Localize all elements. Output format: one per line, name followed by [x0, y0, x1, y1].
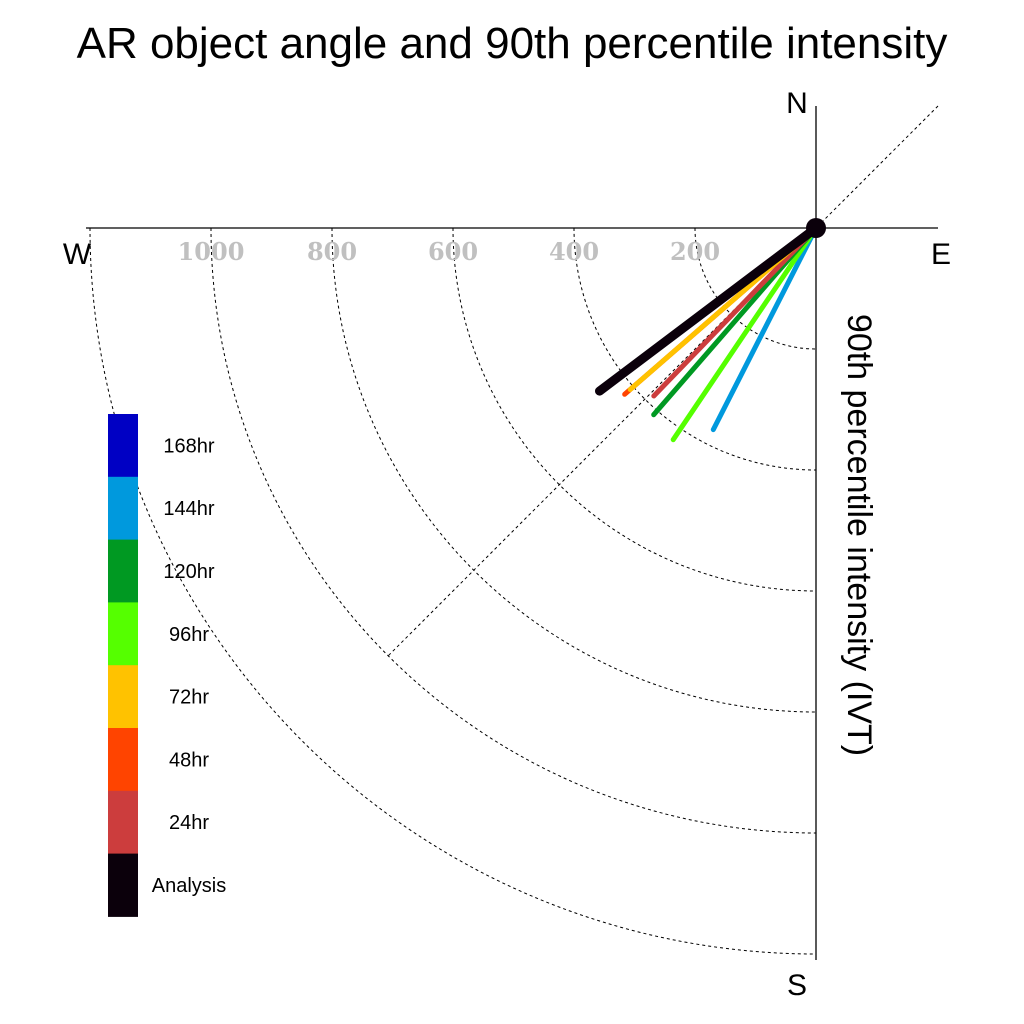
- legend-swatch: [108, 602, 138, 666]
- radial-rings: [89, 227, 817, 955]
- direction-south: S: [787, 969, 807, 1002]
- legend-label: 168hr: [163, 435, 214, 457]
- legend-swatch: [108, 414, 138, 478]
- vector-96hr: [670, 225, 819, 443]
- legend-label: 72hr: [169, 687, 209, 709]
- vector-series: [595, 223, 821, 443]
- legend-label: 120hr: [163, 561, 214, 583]
- direction-north: N: [786, 87, 808, 120]
- radial-tick-label: 600: [428, 237, 478, 266]
- chart-title: AR object angle and 90th percentile inte…: [77, 19, 948, 68]
- legend-label: 144hr: [163, 498, 214, 520]
- legend-label: 48hr: [169, 749, 209, 771]
- radial-tick-label: 400: [549, 237, 599, 266]
- radial-ring: [210, 227, 817, 834]
- y-axis-label: 90th percentile intensity (IVT): [840, 314, 878, 756]
- legend-label: Analysis: [152, 875, 226, 897]
- radial-ring: [331, 227, 817, 713]
- radial-tick-label: 1000: [178, 237, 245, 266]
- radial-tick-label: 800: [307, 237, 357, 266]
- legend-swatch: [108, 539, 138, 603]
- diagonal-reference-line: [387, 105, 939, 657]
- radial-tick-labels: 200 400 600 800 1000: [178, 237, 720, 266]
- radial-tick-label: 200: [670, 237, 720, 266]
- legend-label: 96hr: [169, 624, 209, 646]
- radial-ring: [694, 227, 817, 350]
- legend-swatch: [108, 790, 138, 855]
- legend-swatch: [108, 728, 138, 792]
- vector-144hr: [710, 225, 819, 433]
- legend-label: 24hr: [169, 812, 209, 834]
- direction-west: W: [63, 238, 92, 271]
- vector-analysis: [595, 223, 821, 396]
- color-legend: 168hr 144hr 120hr 96hr 72hr 48hr 24hr Analysis: [108, 414, 226, 917]
- origin-marker: [806, 218, 826, 238]
- direction-east: E: [931, 238, 951, 271]
- radial-ring: [89, 227, 817, 955]
- legend-swatch: [108, 853, 138, 917]
- radial-ring: [573, 227, 817, 471]
- legend-swatch: [108, 665, 138, 729]
- legend-swatch: [108, 476, 138, 541]
- vector-24hr: [651, 225, 819, 399]
- radial-ring: [452, 227, 817, 592]
